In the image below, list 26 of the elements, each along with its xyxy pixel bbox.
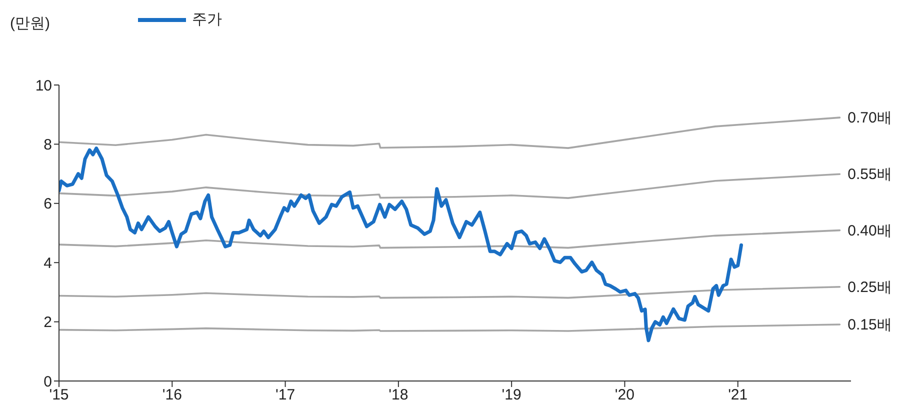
x-tick-label: '17 [276, 386, 296, 404]
series-label: 0.15배 [848, 316, 892, 334]
x-tick-label: '18 [388, 386, 408, 404]
line-series [59, 324, 841, 332]
x-tick-label: '20 [614, 386, 634, 404]
x-tick-label: '16 [162, 386, 182, 404]
series-label: 0.40배 [848, 222, 892, 240]
y-tick-label: 6 [44, 196, 52, 213]
y-tick-label: 2 [44, 314, 52, 332]
legend-label: 주가 [191, 10, 222, 29]
line-series [59, 229, 841, 249]
y-axis-title: (만원) [10, 14, 50, 33]
series-label: 0.55배 [848, 166, 892, 184]
y-tick-label: 10 [35, 77, 52, 94]
y-tick-label: 0 [44, 373, 52, 390]
series-label: 0.70배 [848, 110, 892, 127]
line-series [59, 116, 841, 149]
y-tick-label: 4 [44, 254, 52, 272]
line-series [59, 146, 743, 342]
x-tick-label: '19 [502, 386, 522, 404]
y-tick-label: 8 [44, 136, 52, 154]
x-tick-label: '15 [49, 386, 69, 404]
x-tick-label: '21 [728, 386, 748, 404]
series-label: 0.25배 [848, 278, 892, 296]
line-series [59, 286, 841, 299]
line-series [59, 173, 841, 199]
